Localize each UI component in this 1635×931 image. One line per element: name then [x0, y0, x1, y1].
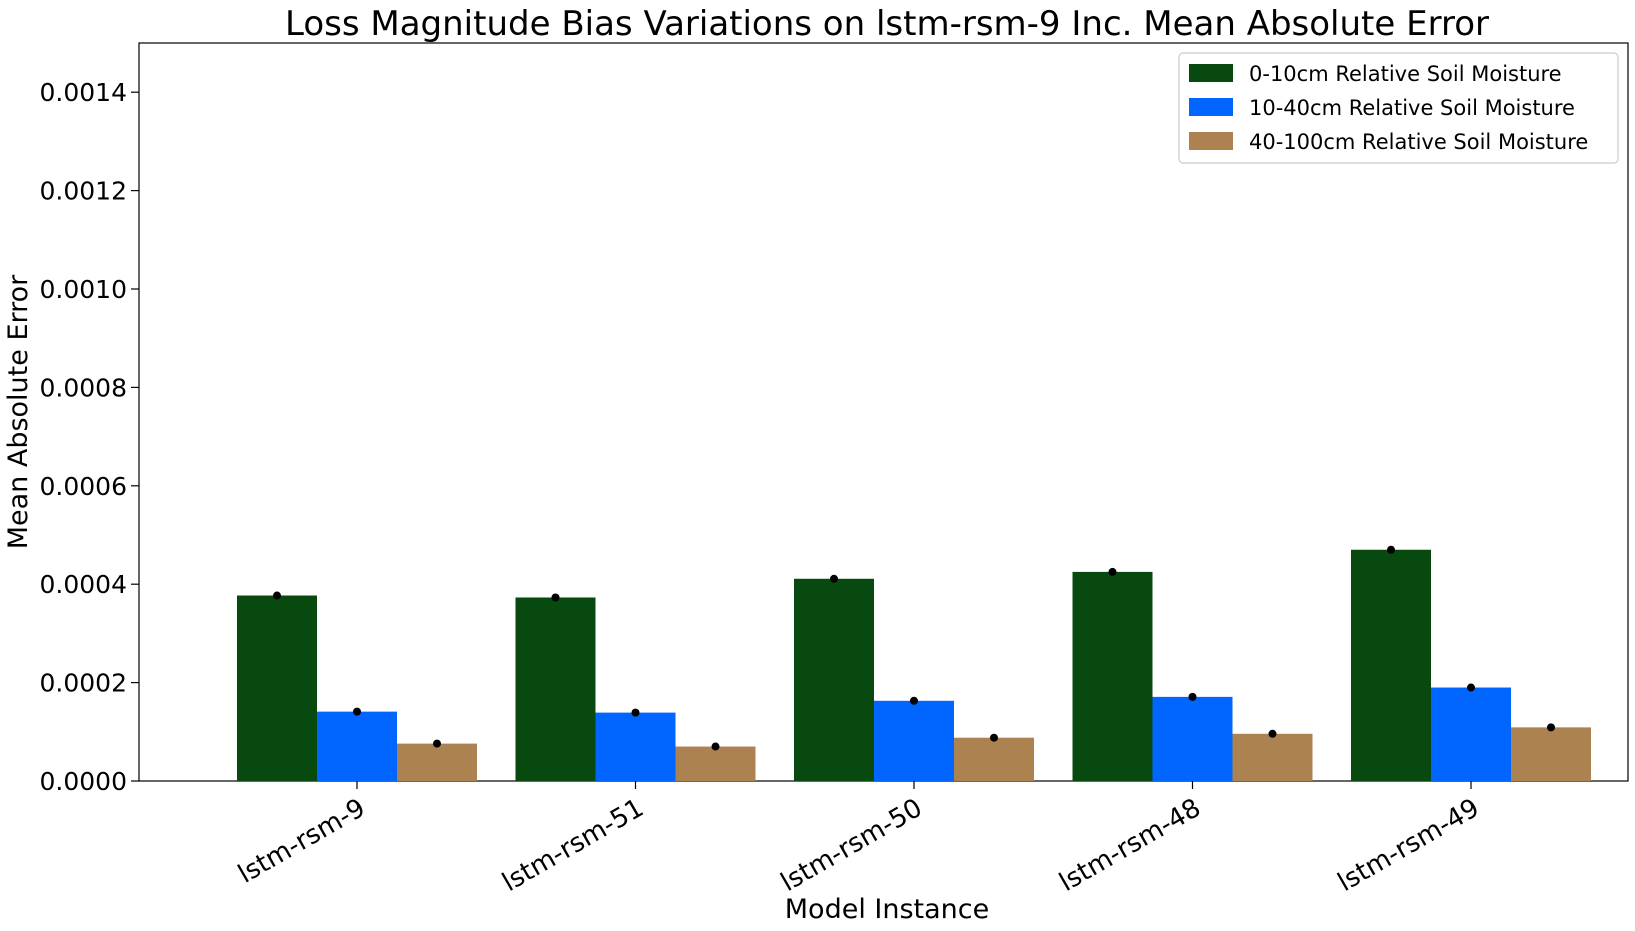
y-tick-label: 0.0002: [40, 669, 127, 698]
error-marker: [910, 696, 918, 705]
error-marker: [353, 707, 361, 716]
bar: [1351, 549, 1431, 781]
error-marker: [1188, 692, 1197, 701]
bar: [1511, 727, 1591, 781]
error-marker: [830, 574, 838, 583]
x-tick-label: lstm-rsm-51: [497, 793, 649, 898]
y-axis-label: Mean Absolute Error: [3, 274, 34, 549]
x-tick-label: lstm-rsm-9: [233, 793, 370, 890]
x-tick-label: lstm-rsm-49: [1333, 793, 1485, 898]
legend: 0-10cm Relative Soil Moisture 10-40cm Rel…: [1178, 52, 1619, 164]
bar: [794, 578, 874, 781]
bar: [1232, 733, 1313, 781]
error-marker: [1108, 567, 1117, 576]
error-marker: [273, 591, 281, 600]
error-marker: [433, 739, 441, 748]
error-marker: [631, 708, 640, 717]
error-marker: [1547, 723, 1555, 732]
y-tick-label: 0.0004: [40, 570, 127, 599]
x-tick-label: lstm-rsm-50: [776, 793, 928, 898]
plot-area: 0.0000 0.0002 0.0004 0.0006 0.0008 0.0010 0.00…: [40, 42, 1629, 898]
bar: [595, 712, 676, 781]
y-tick-label: 0.0000: [40, 767, 127, 796]
bar: [397, 743, 477, 781]
error-marker: [1387, 545, 1395, 554]
bar: [675, 746, 756, 781]
legend-swatch: [1189, 132, 1233, 150]
chart-title: Loss Magnitude Bias Variations on lstm-r…: [285, 4, 1489, 44]
legend-label: 40-100cm Relative Soil Moisture: [1249, 130, 1588, 154]
x-axis-label: Model Instance: [785, 894, 990, 925]
error-marker: [551, 593, 560, 602]
bar: [515, 597, 596, 781]
bar: [317, 711, 397, 781]
bar: [954, 737, 1034, 781]
y-tick-label: 0.0006: [40, 472, 127, 501]
legend-box: [1178, 52, 1619, 164]
error-marker: [1467, 683, 1475, 692]
bar: [1152, 696, 1233, 781]
bar: [1072, 571, 1153, 781]
error-marker: [990, 733, 998, 742]
x-tick-label: lstm-rsm-48: [1054, 793, 1206, 898]
bar: [237, 595, 317, 781]
legend-label: 10-40cm Relative Soil Moisture: [1249, 96, 1575, 120]
legend-swatch: [1189, 98, 1233, 116]
y-tick-label: 0.0014: [40, 78, 127, 107]
y-tick-label: 0.0010: [40, 275, 127, 304]
y-tick-label: 0.0008: [40, 373, 127, 402]
error-marker: [711, 742, 720, 751]
legend-label: 0-10cm Relative Soil Moisture: [1249, 62, 1562, 86]
bar: [1431, 687, 1511, 781]
error-marker: [1268, 729, 1277, 738]
legend-swatch: [1189, 64, 1233, 82]
bar: [874, 700, 954, 781]
y-tick-label: 0.0012: [40, 177, 127, 206]
